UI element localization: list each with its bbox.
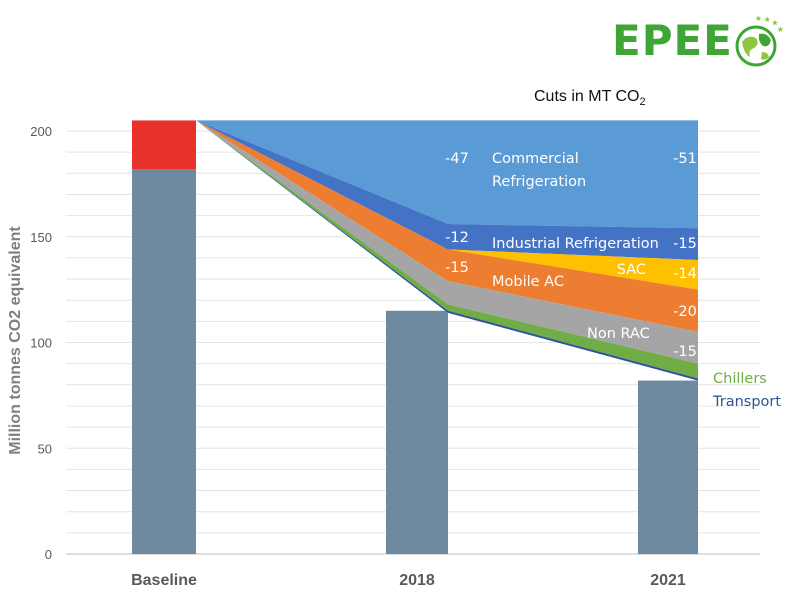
band-label-commercial: Refrigeration [492, 174, 586, 190]
band-label-sac: SAC [617, 262, 646, 278]
band-labels: -47 -51 Commercial Refrigeration -12 Industri… [445, 151, 781, 410]
x-axis-ticks: Baseline 2018 2021 [131, 572, 686, 589]
x-tick-label: 2018 [399, 572, 435, 589]
band-commercial-refrigeration [196, 120, 698, 229]
band-label-non-rac: Non RAC [587, 326, 650, 342]
cut-2021-mobile-ac: -20 [673, 304, 697, 320]
band-industrial-refrigeration [196, 120, 698, 261]
band-label-industrial: Industrial Refrigeration [492, 236, 659, 252]
band-mobile-ac [196, 120, 698, 332]
cut-2018-industrial: -12 [445, 230, 469, 246]
epee-logo: EPEE [612, 12, 787, 72]
band-label-mobile-ac: Mobile AC [492, 274, 564, 290]
logo-text: EPEE [612, 16, 733, 65]
bar-2021 [638, 380, 698, 554]
band-label-transport: Transport [712, 394, 781, 410]
y-axis-label: Million tonnes CO2 equivalent [7, 226, 24, 455]
band-non-rac [196, 120, 698, 364]
x-tick-label: 2021 [650, 572, 686, 589]
cut-2021-sac: -14 [673, 266, 697, 282]
y-tick-label: 0 [45, 547, 52, 562]
cut-2021-industrial: -15 [673, 236, 697, 252]
band-label-chillers: Chillers [713, 371, 767, 387]
bar-baseline-extra [132, 120, 196, 170]
cut-2021-commercial: -51 [673, 151, 697, 167]
globe-icon [735, 15, 784, 67]
x-tick-label: Baseline [131, 572, 197, 589]
subtitle-text: Cuts in MT CO [534, 88, 640, 105]
band-sac [196, 120, 698, 290]
y-tick-label: 100 [30, 336, 52, 351]
subtitle-subscript: 2 [639, 96, 646, 109]
y-axis-ticks: 0 50 100 150 200 [30, 124, 52, 562]
bands [196, 120, 698, 381]
cut-2021-non-rac: -15 [673, 344, 697, 360]
band-label-commercial: Commercial [492, 151, 579, 167]
cut-2018-mobile-ac: -15 [445, 260, 469, 276]
chart-subtitle: Cuts in MT CO2 [534, 88, 646, 108]
cut-2018-commercial: -47 [445, 151, 469, 167]
y-tick-label: 200 [30, 124, 52, 139]
band-chillers [196, 120, 698, 379]
bars [132, 120, 698, 554]
y-tick-label: 150 [30, 230, 52, 245]
bar-baseline [132, 169, 196, 554]
y-tick-label: 50 [38, 441, 52, 456]
bar-2018 [386, 310, 448, 554]
